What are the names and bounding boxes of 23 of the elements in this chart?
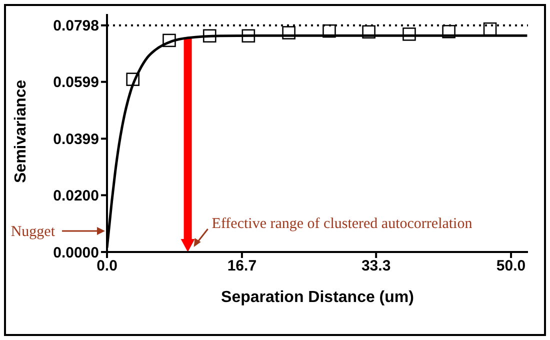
x-tick-label: 16.7 (227, 258, 257, 275)
x-tick-label: 0.0 (96, 258, 118, 275)
x-tick-label: 33.3 (361, 258, 391, 275)
point (162, 34, 176, 48)
point (126, 72, 140, 86)
y-axis-title: Semivariance (12, 80, 30, 183)
annotation: Effective range of clustered autocorrelation (212, 216, 473, 232)
y-tick-label: 0.0599 (53, 74, 99, 92)
y-tick-label: 0.0399 (53, 131, 99, 148)
y-tick-label: 0.0798 (53, 18, 99, 35)
point (322, 24, 336, 38)
y-tick-label: 0.0000 (53, 244, 99, 262)
x-tick-label: 50.0 (496, 258, 526, 275)
point (483, 22, 497, 36)
point (282, 26, 296, 40)
point (362, 25, 376, 39)
x-axis-title: Separation Distance (um) (221, 289, 414, 306)
point (202, 29, 216, 43)
point (242, 29, 256, 43)
point (402, 28, 416, 41)
point (442, 24, 456, 38)
y-tick-label: 0.0200 (53, 188, 99, 205)
annotation: Nugget (10, 224, 56, 240)
